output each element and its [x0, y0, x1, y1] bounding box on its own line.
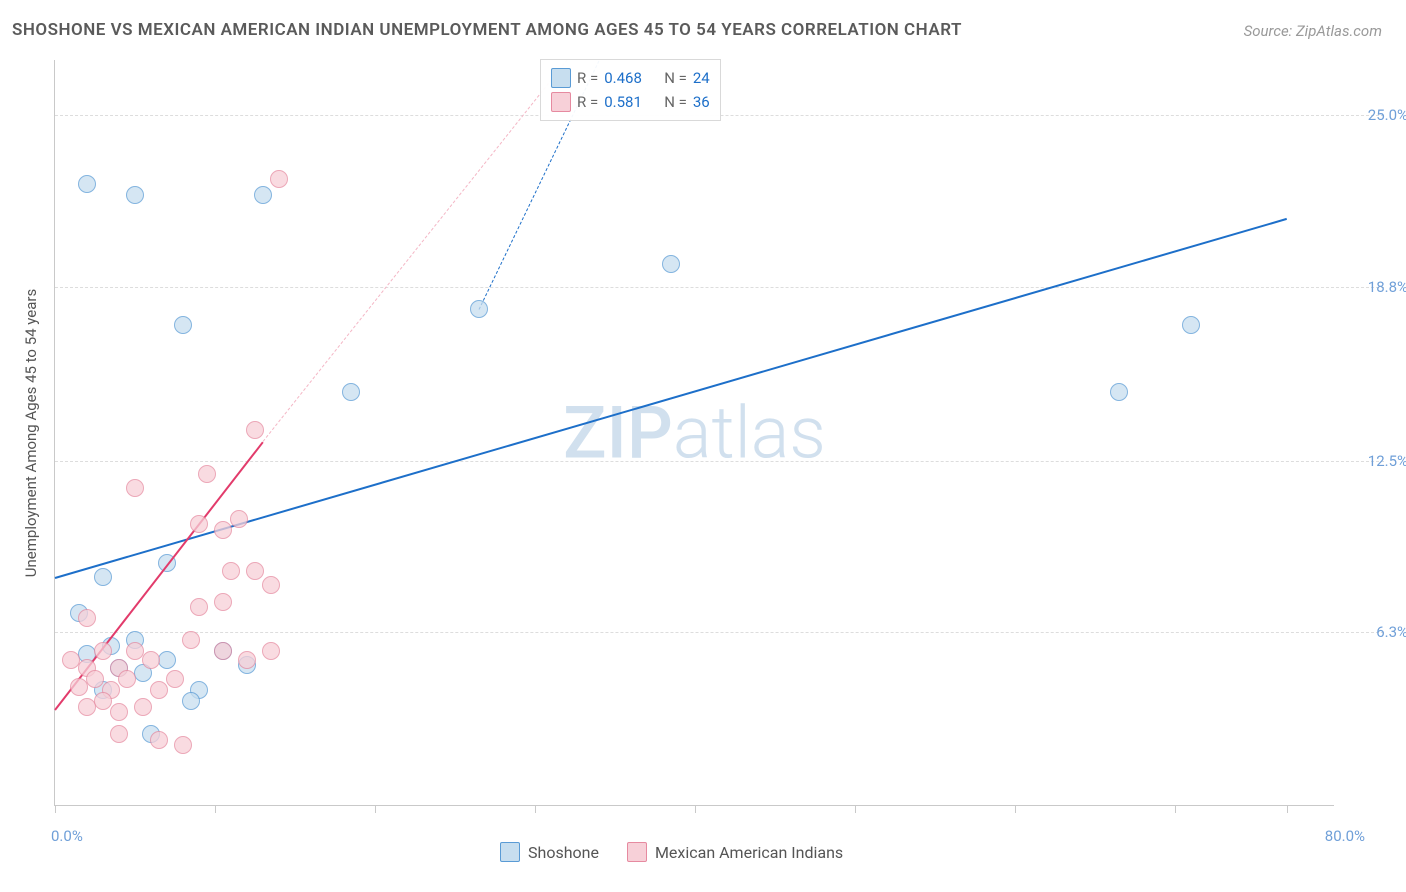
data-point	[254, 186, 272, 204]
x-tick	[695, 805, 696, 813]
data-point	[1182, 316, 1200, 334]
data-point	[110, 725, 128, 743]
data-point	[94, 568, 112, 586]
data-point	[150, 731, 168, 749]
data-point	[246, 562, 264, 580]
data-point	[246, 421, 264, 439]
legend-swatch	[500, 842, 520, 862]
y-tick-label: 6.3%	[1348, 623, 1406, 641]
legend-swatch	[627, 842, 647, 862]
x-tick	[535, 805, 536, 813]
data-point	[174, 736, 192, 754]
x-tick	[375, 805, 376, 813]
data-point	[134, 698, 152, 716]
series-legend-label: Mexican American Indians	[655, 843, 843, 862]
x-tick-label: 80.0%	[1305, 827, 1365, 845]
source-attribution: Source: ZipAtlas.com	[1244, 22, 1382, 40]
legend-swatch	[551, 92, 571, 112]
data-point	[222, 562, 240, 580]
grid-line	[55, 461, 1384, 462]
trend-line	[263, 60, 568, 442]
data-point	[342, 383, 360, 401]
data-point	[110, 703, 128, 721]
grid-line	[55, 632, 1384, 633]
data-point	[182, 631, 200, 649]
data-point	[126, 186, 144, 204]
y-tick-label: 12.5%	[1348, 452, 1406, 470]
x-tick-label: 0.0%	[51, 827, 83, 845]
data-point	[94, 642, 112, 660]
series-legend: Shoshone Mexican American Indians	[500, 842, 843, 862]
data-point	[190, 598, 208, 616]
n-value: 36	[693, 93, 710, 111]
series-legend-label: Shoshone	[528, 843, 599, 862]
data-point	[166, 670, 184, 688]
data-point	[174, 316, 192, 334]
series-legend-item: Shoshone	[500, 842, 599, 862]
data-point	[150, 681, 168, 699]
x-tick	[215, 805, 216, 813]
chart-title: SHOSHONE VS MEXICAN AMERICAN INDIAN UNEM…	[12, 20, 962, 40]
data-point	[270, 170, 288, 188]
data-point	[662, 255, 680, 273]
data-point	[126, 479, 144, 497]
data-point	[198, 465, 216, 483]
series-legend-item: Mexican American Indians	[627, 842, 843, 862]
r-value: 0.468	[604, 69, 658, 87]
n-label: N =	[664, 93, 687, 111]
data-point	[190, 515, 208, 533]
data-point	[78, 609, 96, 627]
watermark: ZIPatlas	[563, 390, 826, 475]
stats-legend-row: R = 0.581 N = 36	[551, 90, 710, 114]
data-point	[142, 651, 160, 669]
data-point	[182, 692, 200, 710]
x-tick	[855, 805, 856, 813]
data-point	[214, 593, 232, 611]
data-point	[262, 642, 280, 660]
data-point	[214, 642, 232, 660]
data-point	[214, 521, 232, 539]
data-point	[158, 651, 176, 669]
y-tick-label: 18.8%	[1348, 278, 1406, 296]
data-point	[86, 670, 104, 688]
x-tick	[1015, 805, 1016, 813]
y-tick-label: 25.0%	[1348, 106, 1406, 124]
x-tick	[1175, 805, 1176, 813]
data-point	[262, 576, 280, 594]
grid-line	[55, 287, 1384, 288]
data-point	[78, 175, 96, 193]
stats-legend-row: R = 0.468 N = 24	[551, 66, 710, 90]
r-value: 0.581	[604, 93, 658, 111]
chart-container: SHOSHONE VS MEXICAN AMERICAN INDIAN UNEM…	[0, 0, 1406, 892]
data-point	[230, 510, 248, 528]
plot-area: ZIPatlas 6.3%12.5%18.8%25.0%0.0%80.0%	[54, 60, 1334, 806]
legend-swatch	[551, 68, 571, 88]
x-tick	[55, 805, 56, 813]
watermark-light: atlas	[673, 390, 826, 475]
data-point	[470, 300, 488, 318]
data-point	[1110, 383, 1128, 401]
stats-legend: R = 0.468 N = 24 R = 0.581 N = 36	[540, 59, 721, 121]
y-axis-title: Unemployment Among Ages 45 to 54 years	[22, 289, 40, 577]
r-label: R =	[577, 69, 598, 87]
r-label: R =	[577, 93, 598, 111]
x-tick	[1287, 805, 1288, 813]
data-point	[238, 651, 256, 669]
n-label: N =	[664, 69, 687, 87]
data-point	[118, 670, 136, 688]
data-point	[94, 692, 112, 710]
n-value: 24	[693, 69, 710, 87]
